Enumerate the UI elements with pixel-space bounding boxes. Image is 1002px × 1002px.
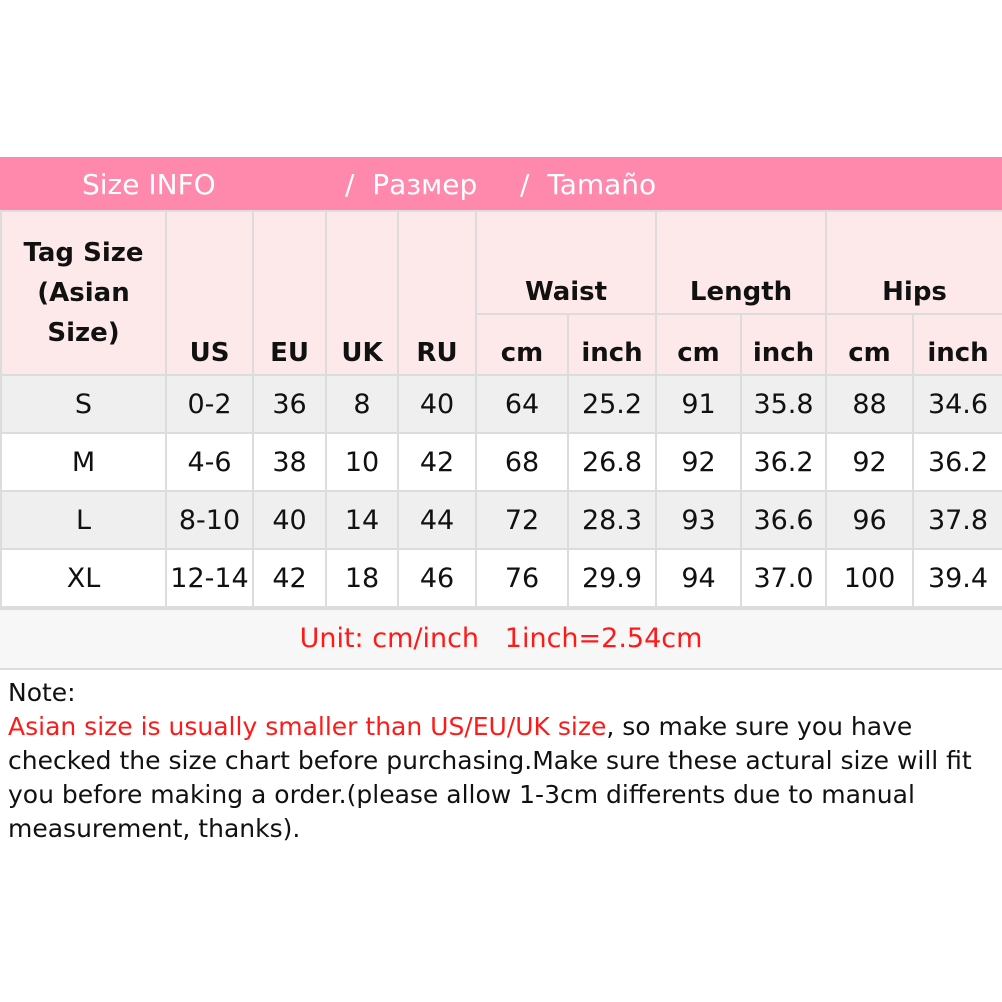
header-tag-size: Tag Size (Asian Size) [0,210,167,376]
header-length-inch: inch [739,313,828,376]
table-cell: 94 [655,548,742,608]
size-chart: Size INFO / Размер / Tamaño Tag Size (As… [0,157,1002,843]
table-cell: 18 [325,548,399,608]
header-eu: EU [252,210,327,376]
header-ru: RU [397,210,477,376]
table-cell: S [0,374,167,434]
table-cell: 72 [475,490,569,550]
table-cell: 4-6 [165,432,254,492]
table-cell: 64 [475,374,569,434]
table-cell: L [0,490,167,550]
title-bar: Size INFO / Размер / Tamaño [0,157,1002,210]
header-length: Length [654,210,828,315]
table-cell: 34.6 [912,374,1002,434]
table-cell: 42 [252,548,327,608]
title-spanish: / Tamaño [520,168,657,201]
header-length-cm: cm [655,313,742,376]
note-label: Note: [8,678,76,707]
table-cell: 92 [655,432,742,492]
table-cell: 28.3 [567,490,657,550]
table-cell: 44 [397,490,477,550]
table-cell: 36.2 [912,432,1002,492]
table-row: S 0-2 36 8 40 64 25.2 91 35.8 88 34.6 [0,374,1002,434]
size-table: Tag Size (Asian Size) US EU UK RU Waist … [0,210,1002,608]
table-cell: XL [0,548,167,608]
table-cell: 25.2 [567,374,657,434]
header-hips: Hips [825,210,1002,315]
table-cell: 46 [397,548,477,608]
table-cell: 0-2 [165,374,254,434]
table-row: XL 12-14 42 18 46 76 29.9 94 37.0 100 39.4 [0,548,1002,608]
table-cell: 26.8 [567,432,657,492]
table-cell: 8-10 [165,490,254,550]
table-cell: 39.4 [912,548,1002,608]
table-cell: 35.8 [739,374,828,434]
note-text: , so make sure you have checked the size… [8,712,972,843]
table-cell: 36.6 [739,490,828,550]
table-cell: 10 [325,432,399,492]
header-uk: UK [325,210,399,376]
table-cell: M [0,432,167,492]
table-cell: 88 [825,374,915,434]
header-hips-cm: cm [825,313,915,376]
title-english: Size INFO [82,168,216,201]
note-highlight: Asian size is usually smaller than US/EU… [8,712,607,741]
table-cell: 68 [475,432,569,492]
table-cell: 29.9 [567,548,657,608]
table-cell: 12-14 [165,548,254,608]
header-waist-cm: cm [475,313,569,376]
table-cell: 93 [655,490,742,550]
table-cell: 40 [252,490,327,550]
table-cell: 92 [825,432,915,492]
table-cell: 38 [252,432,327,492]
table-cell: 36.2 [739,432,828,492]
table-cell: 96 [825,490,915,550]
table-cell: 37.0 [739,548,828,608]
header-waist-inch: inch [567,313,657,376]
table-row: M 4-6 38 10 42 68 26.8 92 36.2 92 36.2 [0,432,1002,492]
table-cell: 36 [252,374,327,434]
table-cell: 8 [325,374,399,434]
title-russian: / Размер [345,168,478,201]
header-waist: Waist [475,210,657,315]
note-section: Note: Asian size is usually smaller than… [0,670,1002,843]
table-cell: 40 [397,374,477,434]
table-cell: 100 [825,548,915,608]
table-row: L 8-10 40 14 44 72 28.3 93 36.6 96 37.8 [0,490,1002,550]
table-cell: 14 [325,490,399,550]
header-hips-inch: inch [912,313,1002,376]
table-cell: 42 [397,432,477,492]
table-cell: 76 [475,548,569,608]
unit-note: Unit: cm/inch 1inch=2.54cm [0,608,1002,670]
table-cell: 91 [655,374,742,434]
header-us: US [165,210,254,376]
table-cell: 37.8 [912,490,1002,550]
